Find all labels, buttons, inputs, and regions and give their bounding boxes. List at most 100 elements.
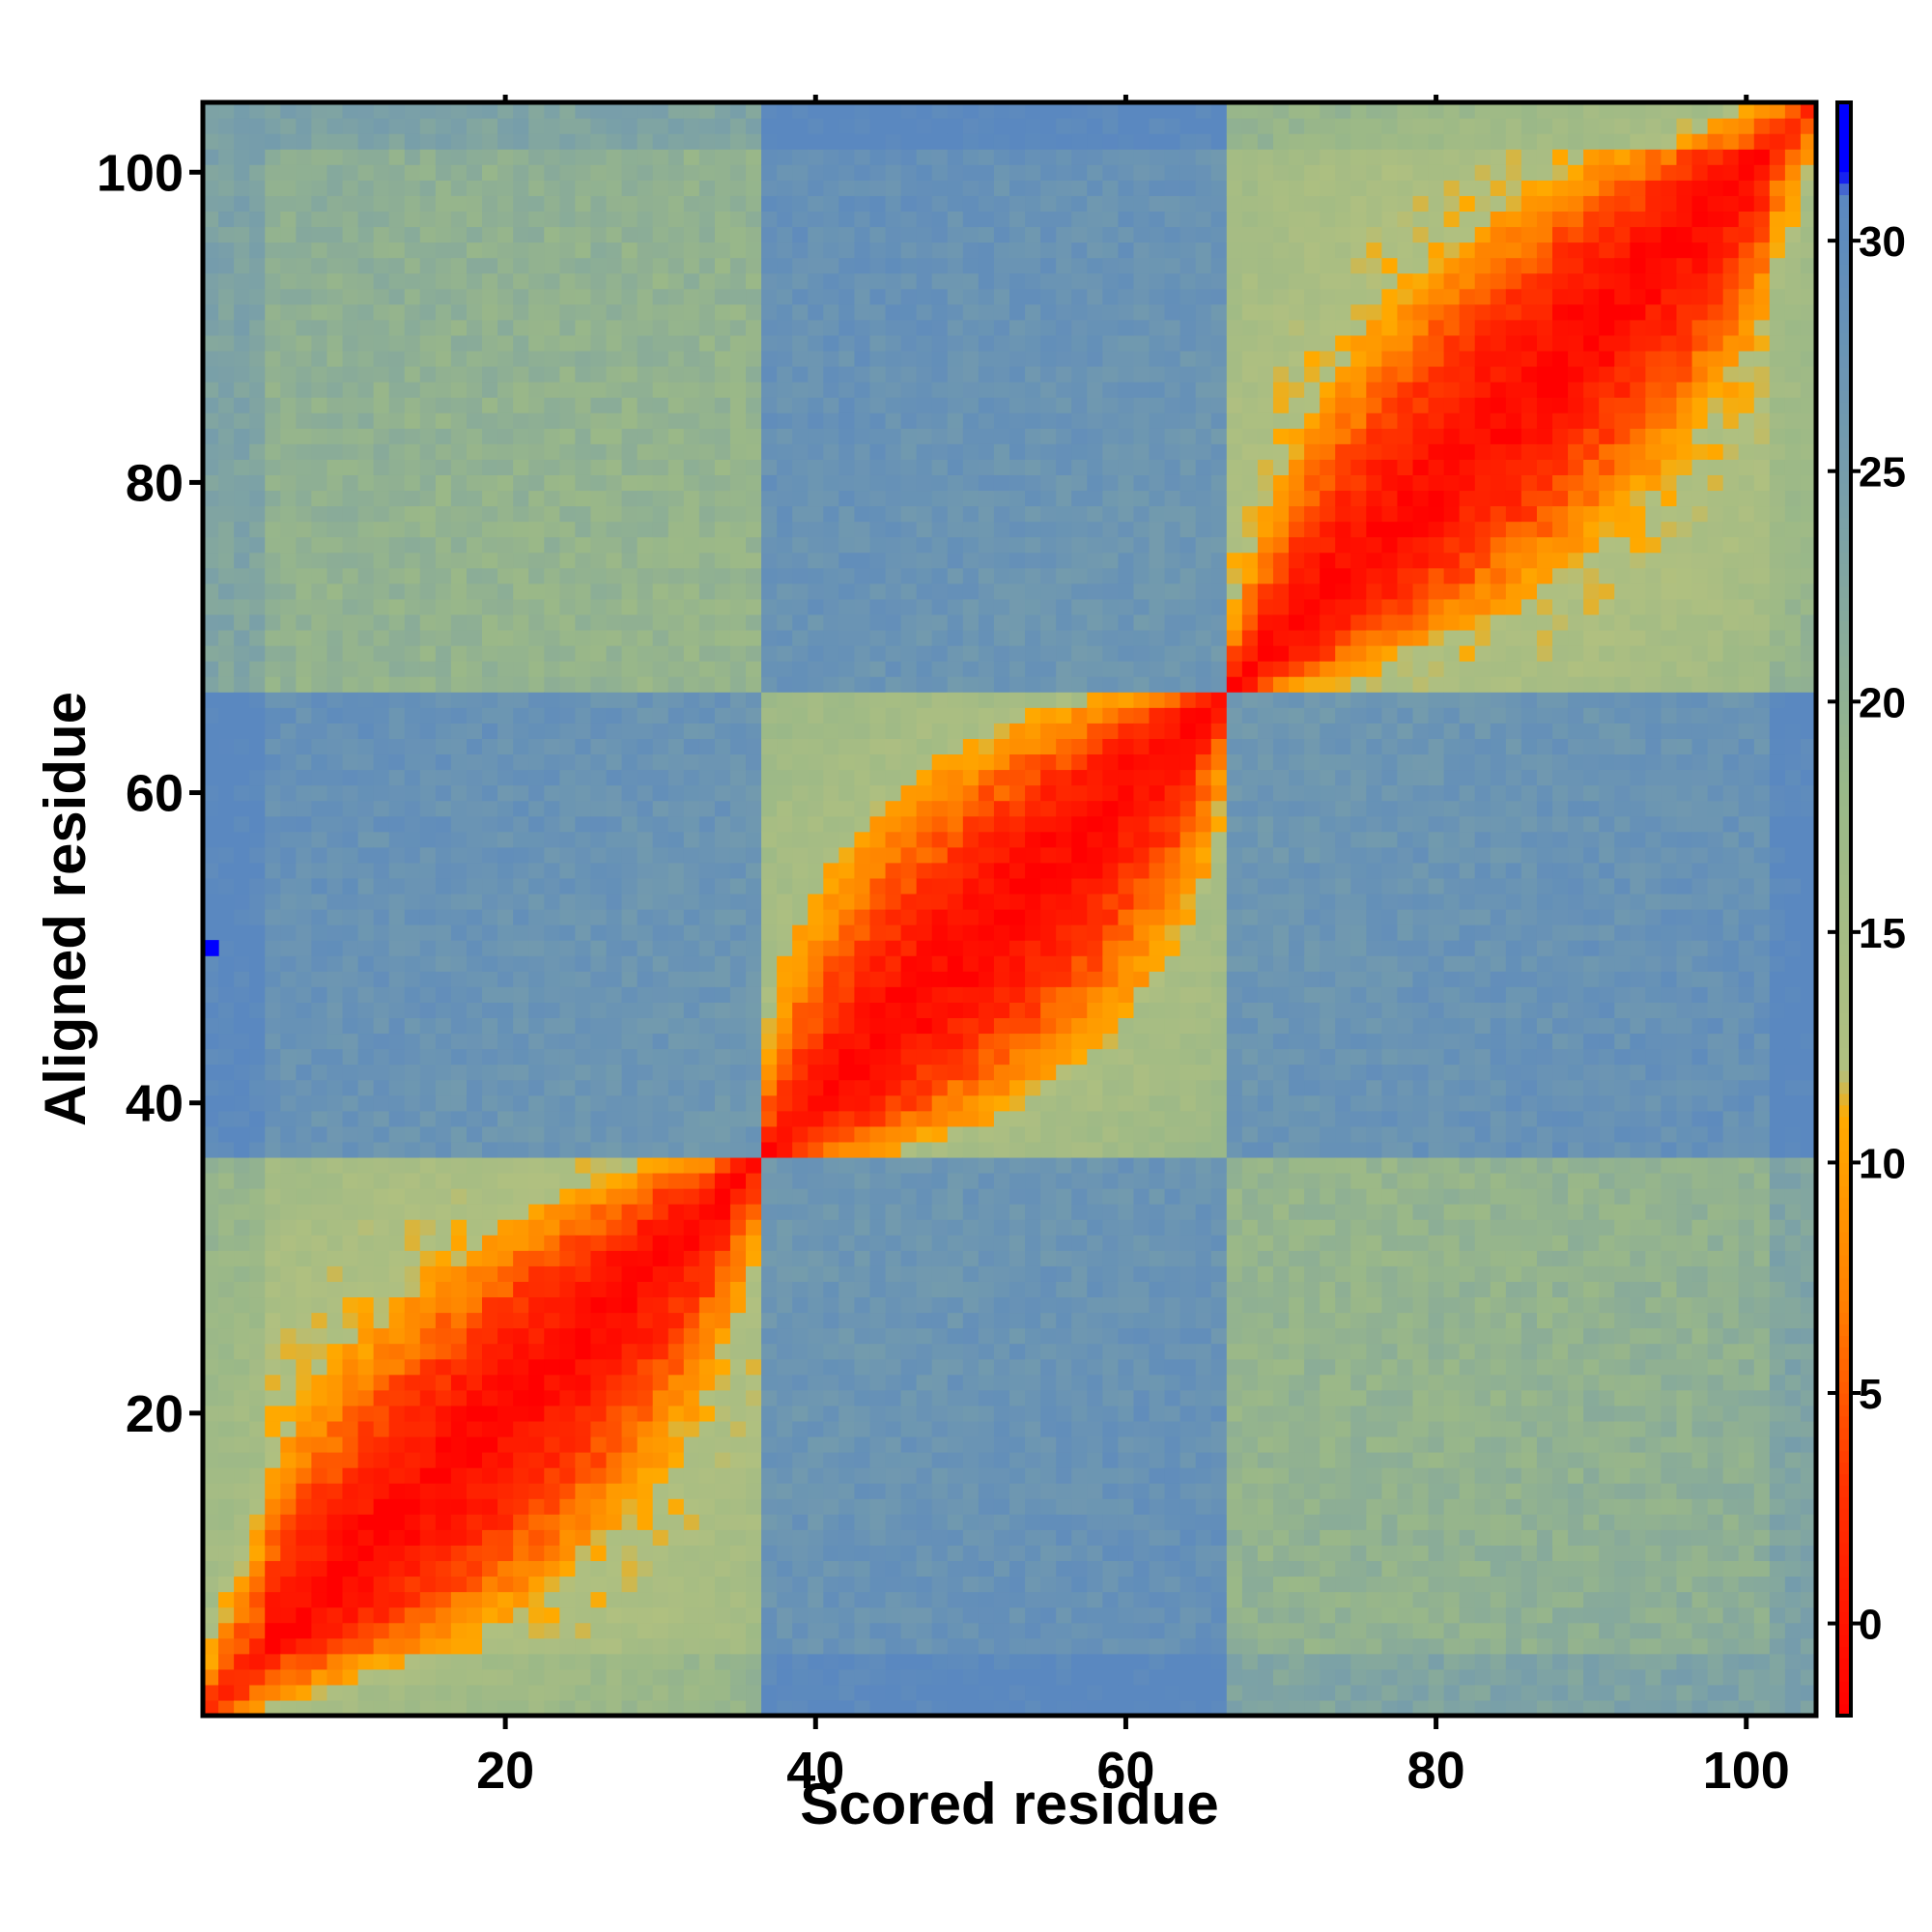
heatmap-cell (435, 319, 452, 336)
heatmap-cell (698, 1312, 716, 1329)
heatmap-cell (450, 707, 468, 724)
heatmap-cell (249, 226, 266, 243)
heatmap-cell (621, 1374, 639, 1391)
heatmap-cell (621, 613, 639, 631)
heatmap-cell (327, 382, 344, 398)
heatmap-cell (729, 955, 747, 972)
heatmap-cell (931, 365, 949, 383)
heatmap-cell (683, 459, 700, 475)
heatmap-cell (296, 1374, 313, 1391)
heatmap-cell (808, 1668, 824, 1686)
heatmap-cell (528, 831, 545, 848)
heatmap-cell (746, 505, 762, 523)
heatmap-cell (792, 1435, 809, 1453)
heatmap-cell (869, 1637, 887, 1655)
heatmap-cell (528, 180, 545, 196)
heatmap-cell (466, 180, 483, 196)
heatmap-cell (388, 1545, 406, 1562)
heatmap-cell (404, 893, 421, 910)
heatmap-cell (435, 164, 452, 181)
heatmap-cell (916, 661, 933, 677)
heatmap-cell (621, 676, 639, 693)
heatmap-cell (777, 1637, 793, 1655)
heatmap-cell (668, 195, 685, 213)
heatmap-cell (218, 521, 235, 538)
heatmap-cell (373, 613, 390, 631)
heatmap-cell (683, 567, 700, 584)
heatmap-cell (761, 1156, 778, 1174)
heatmap-cell (869, 272, 887, 290)
heatmap-cell (435, 1002, 452, 1019)
heatmap-cell (280, 645, 297, 662)
heatmap-cell (900, 195, 918, 213)
heatmap-cell (575, 1483, 592, 1499)
heatmap-cell (218, 1094, 235, 1112)
heatmap-cell (838, 1684, 856, 1701)
heatmap-cell (729, 1514, 747, 1530)
heatmap-cell (373, 1389, 390, 1406)
heatmap-cell (652, 459, 669, 475)
heatmap-cell (729, 707, 747, 724)
heatmap-cell (203, 1420, 219, 1437)
heatmap-cell (714, 1048, 731, 1065)
heatmap-cell (404, 1033, 421, 1050)
heatmap-cell (792, 1002, 809, 1019)
heatmap-cell (575, 1545, 592, 1562)
heatmap-cell (249, 1606, 266, 1624)
heatmap-cell (265, 1653, 281, 1670)
heatmap-cell (698, 1219, 716, 1236)
heatmap-cell (637, 1079, 654, 1096)
heatmap-cell (900, 1606, 918, 1624)
heatmap-cell (575, 598, 592, 615)
heatmap-cell (854, 257, 871, 274)
heatmap-cell (916, 1079, 933, 1096)
heatmap-cell (808, 986, 824, 1003)
heatmap-cell (621, 1188, 639, 1205)
heatmap-cell (265, 1637, 281, 1655)
heatmap-cell (683, 443, 700, 460)
heatmap-cell (714, 613, 731, 631)
heatmap-cell (761, 474, 778, 492)
heatmap-cell (311, 505, 328, 523)
heatmap-cell (296, 350, 313, 367)
heatmap-cell (916, 149, 933, 165)
heatmap-cell (249, 1265, 266, 1282)
heatmap-cell (761, 846, 778, 864)
heatmap-cell (746, 1606, 762, 1624)
heatmap-cell (761, 753, 778, 771)
heatmap-cell (296, 846, 313, 864)
heatmap-cell (652, 1235, 669, 1251)
heatmap-cell (466, 692, 483, 708)
heatmap-cell (342, 1653, 359, 1670)
heatmap-cell (729, 1312, 747, 1329)
heatmap-cell (357, 1405, 375, 1422)
heatmap-cell (637, 1405, 654, 1422)
heatmap-cell (838, 661, 856, 677)
heatmap-cell (528, 1188, 545, 1205)
heatmap-cell (327, 1606, 344, 1624)
heatmap-cell (729, 1467, 747, 1484)
heatmap-cell (419, 334, 437, 352)
heatmap-cell (652, 382, 669, 398)
heatmap-cell (683, 1327, 700, 1345)
heatmap-cell (482, 986, 498, 1003)
heatmap-cell (777, 319, 793, 336)
heatmap-cell (931, 1483, 949, 1499)
heatmap-cell (435, 1033, 452, 1050)
heatmap-cell (218, 1219, 235, 1236)
heatmap-cell (590, 1250, 608, 1266)
heatmap-cell (761, 909, 778, 925)
heatmap-cell (668, 1653, 685, 1670)
heatmap-cell (637, 350, 654, 367)
heatmap-cell (854, 1374, 871, 1391)
heatmap-cell (637, 582, 654, 600)
heatmap-cell (497, 1668, 514, 1686)
heatmap-cell (528, 692, 545, 708)
heatmap-cell (683, 288, 700, 305)
heatmap-cell (311, 613, 328, 631)
heatmap-cell (388, 1622, 406, 1639)
heatmap-cell (916, 319, 933, 336)
heatmap-cell (916, 365, 933, 383)
heatmap-cell (482, 598, 498, 615)
heatmap-cell (900, 986, 918, 1003)
